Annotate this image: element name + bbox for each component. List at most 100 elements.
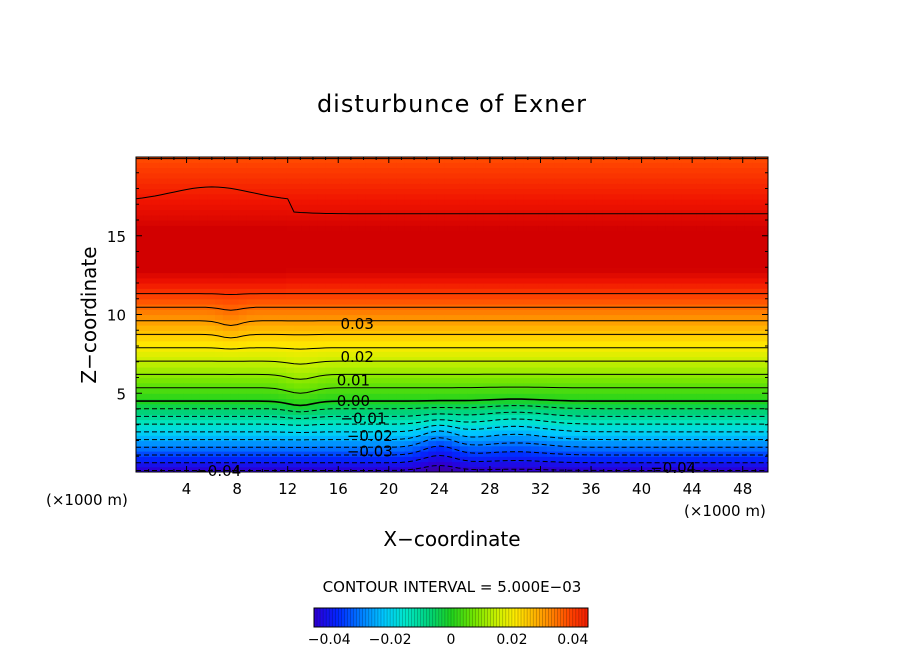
field-cell [270,204,279,211]
field-cell [704,367,714,373]
field-cell [365,293,374,300]
field-cell [380,235,390,242]
field-cell [199,372,208,379]
field-cell [467,220,477,226]
field-cell [294,162,303,169]
field-cell [270,241,279,247]
field-cell [681,246,690,253]
field-cell [404,403,414,410]
field-cell [317,377,327,384]
field-cell [309,356,319,363]
field-cell [665,351,674,358]
field-cell [665,288,674,295]
field-cell [649,246,658,253]
field-cell [270,267,279,274]
field-cell [665,209,674,216]
field-cell [254,157,263,163]
field-cell [673,283,682,289]
field-cell [617,445,627,452]
field-cell [341,461,350,468]
field-cell [736,283,745,289]
field-cell [143,267,153,274]
field-cell [428,199,437,205]
field-cell [420,230,429,237]
field-cell [428,214,437,221]
field-cell [396,214,406,221]
field-cell [704,346,714,352]
field-cell [507,256,516,263]
field-cell [215,451,224,457]
field-cell [752,330,761,337]
field-cell [175,241,184,247]
field-cell [491,451,500,457]
field-cell [562,335,572,342]
field-cell [760,209,768,216]
field-cell [515,188,524,195]
field-cell [617,199,627,205]
field-cell [191,241,200,247]
field-cell [262,241,271,247]
field-cell [222,172,232,179]
field-cell [712,293,722,300]
field-cell [349,167,358,174]
field-cell [570,414,579,421]
field-cell [309,251,319,258]
field-cell [309,445,319,452]
field-cell [183,325,192,331]
field-cell [388,351,398,358]
field-cell [467,340,477,347]
field-cell [681,377,690,384]
field-cell [546,393,556,400]
field-cell [262,162,271,169]
field-cell [262,403,271,410]
field-cell [641,419,651,426]
field-cell [199,172,208,179]
field-cell [720,256,730,263]
field-cell [523,346,532,352]
field-cell [444,440,453,447]
field-cell [704,351,714,358]
field-cell [341,230,350,237]
field-cell [641,283,651,289]
field-cell [523,335,532,342]
field-cell [412,225,421,232]
field-cell [483,235,493,242]
field-cell [657,209,666,216]
field-cell [333,430,342,436]
field-cell [341,309,350,316]
field-cell [428,367,437,373]
field-cell [396,335,406,342]
field-cell [610,414,619,421]
field-cell [357,372,366,379]
field-cell [515,361,524,368]
field-cell [215,325,224,331]
field-cell [341,293,350,300]
field-cell [633,167,643,174]
field-cell [633,445,643,452]
field-cell [570,220,579,226]
field-cell [365,414,374,421]
field-cell [681,199,690,205]
field-cell [388,403,398,410]
field-cell [286,382,295,389]
field-cell [689,388,698,394]
field-cell [712,283,722,289]
field-cell [191,277,200,284]
field-cell [515,267,524,274]
field-cell [143,414,153,421]
field-cell [420,430,429,436]
field-cell [412,330,421,337]
field-cell [136,314,145,321]
field-cell [515,241,524,247]
field-cell [309,183,319,190]
field-cell [143,204,153,211]
field-cell [459,372,469,379]
field-cell [333,193,342,200]
field-cell [578,424,587,431]
field-cell [538,346,548,352]
field-cell [396,188,406,195]
field-cell [538,414,548,421]
field-cell [744,204,753,211]
field-cell [507,209,516,216]
field-cell [309,298,319,305]
